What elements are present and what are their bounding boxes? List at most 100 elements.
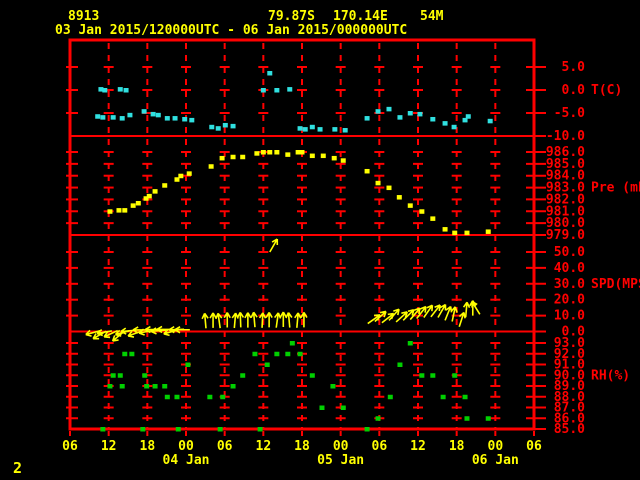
pressure-point [407,203,413,208]
temperature-point [98,87,104,92]
temperature-point [375,109,381,114]
temperature-point [155,112,161,118]
relative_humidity-point [407,341,413,346]
y-axis-label: 90.0 [554,368,585,383]
temperature-point [274,88,280,93]
y-axis-label: 983.0 [546,181,585,196]
wind-arrow [471,300,481,315]
wind-arrow [416,305,427,319]
relative_humidity-point [230,384,236,389]
station-elevation: 54M [420,9,444,24]
temperature-point [117,87,123,92]
relative_humidity-point [375,416,381,421]
relative_humidity-point [297,351,303,357]
pressure-point [340,158,346,163]
relative_humidity-point [119,384,125,389]
pressure-point [143,196,149,201]
wind-arrow [444,305,453,321]
temperature-point [189,117,195,123]
relative_humidity-point [430,373,436,378]
time-period: 03 Jan 2015/120000UTC - 06 Jan 2015/0000… [55,23,408,38]
panel-title: Pre (mb) [591,181,640,196]
pressure-point [130,203,136,208]
wind-arrow [244,312,252,328]
y-axis-label: 93.0 [554,336,585,351]
pressure-point [186,171,192,176]
panel-title: RH(%) [591,368,630,383]
x-tick-label: 18 [140,439,156,454]
station-latitude: 79.87S [268,9,315,24]
relative_humidity-point [289,341,295,346]
page-number: 2 [13,459,23,477]
relative_humidity-point [257,427,263,432]
pressure-point [260,150,266,155]
wind-arrow [201,312,209,329]
wind-arrow [285,312,293,328]
wind-arrow [409,307,421,321]
y-axis-label: 40.0 [554,261,585,276]
relative_humidity-point [240,373,246,378]
pressure-point [442,227,448,232]
pressure-point [396,195,402,200]
pressure-point [485,229,491,234]
pressure-point [331,155,337,161]
relative_humidity-point [174,394,180,400]
temperature-point [230,123,236,129]
temperature-point [397,115,403,120]
y-axis-label: 984.0 [546,169,585,184]
temperature-point [95,114,101,119]
pressure-point [122,208,128,213]
y-axis-label: 92.0 [554,347,585,362]
temperature-point [123,88,129,93]
station-longitude: 170.14E [333,9,388,24]
y-axis-label: 985.0 [546,157,585,172]
pressure-point [295,150,301,155]
wind-arrow [265,311,273,328]
pressure-point [116,208,122,213]
wind-arrow [258,312,267,328]
y-axis-label: 20.0 [554,293,585,308]
x-axis: 06 12 18 00 06 12 18 00 06 12 18 00 06 04 Jan 05 Jan 06… [62,431,542,468]
x-tick-label: 06 [217,439,233,454]
relative_humidity-point [110,373,116,378]
temperature-point [127,112,133,118]
y-axis-label: 91.0 [554,358,585,373]
wind-arrow [269,238,279,253]
temperature-point [442,121,448,126]
wind-arrow [85,329,101,337]
wind-arrow [374,310,387,323]
panel-title: SPD(MPS) [591,277,640,292]
temperature-point [141,109,147,114]
temperature-point [386,106,392,112]
right-axis: 5.00.0-5.0-10.0T(C)986.0985.0984.0983.09… [526,60,640,437]
temperature-point [102,88,108,93]
relative_humidity-point [107,384,113,389]
x-tick-label: 06 [526,439,542,454]
wind-arrow [294,312,302,328]
pressure-point [178,173,184,179]
temperature-point [110,115,116,120]
relative_humidity-point [285,351,291,357]
relative_humidity-point [207,394,213,400]
wind-arrow [423,304,434,318]
wind-arrow [402,308,415,321]
wind-arrow [279,311,288,328]
relative_humidity-point [387,394,393,400]
x-date-label: 06 Jan [472,453,519,468]
station-id: 8913 [68,9,100,24]
x-tick-label: 06 [62,439,78,454]
temperature-point [119,116,125,121]
wind-arrow [103,329,119,339]
y-axis-label: -10.0 [546,129,585,144]
y-axis-label: 89.0 [554,379,585,394]
wind-arrow [462,301,471,318]
temperature-point [209,124,215,130]
pressure-point [299,150,305,155]
panel-title: T(C) [591,83,622,98]
relative_humidity-point [100,427,106,432]
pressure-point [219,155,225,161]
wind-arrow [300,311,308,328]
relative_humidity-point [217,427,223,432]
